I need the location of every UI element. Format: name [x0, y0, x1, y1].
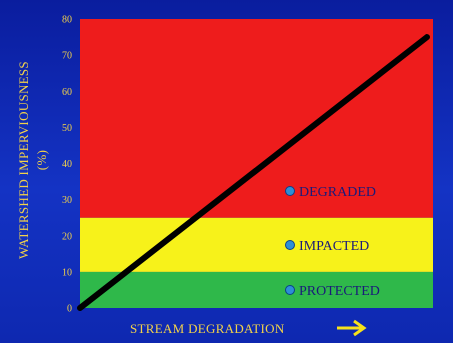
bullet-icon	[285, 240, 295, 250]
right-arrow-icon	[337, 319, 367, 337]
y-tick-label: 30	[62, 195, 72, 206]
y-tick-label: 60	[62, 87, 72, 98]
zone-label-degraded: DEGRADED	[299, 185, 376, 200]
bullet-icon	[285, 285, 295, 295]
zone-band-protected	[80, 271, 433, 308]
y-axis-title: WATERSHED IMPERVIOUSNESS	[16, 61, 31, 259]
zone-band-degraded	[80, 19, 433, 218]
y-tick-labels: 0 10 20 30 40 50 60 70 80	[62, 15, 72, 315]
y-tick-label: 20	[62, 231, 72, 242]
zone-label-impacted: IMPACTED	[299, 239, 369, 254]
x-axis-title: STREAM DEGRADATION	[130, 321, 285, 336]
zone-bands	[80, 19, 433, 308]
bullet-icon	[285, 186, 295, 196]
zone-label-protected: PROTECTED	[299, 284, 380, 299]
trend-line-layer	[77, 34, 430, 311]
y-tick-label: 40	[62, 159, 72, 170]
y-tick-label: 50	[62, 123, 72, 134]
y-tick-label: 10	[62, 267, 72, 278]
trend-line	[77, 34, 430, 311]
y-axis-unit: (%)	[34, 150, 49, 170]
zone-labels: PROTECTED IMPACTED DEGRADED	[285, 185, 380, 299]
y-tick-label: 80	[62, 15, 72, 26]
y-tick-label: 70	[62, 51, 72, 62]
y-tick-label: 0	[67, 304, 72, 315]
